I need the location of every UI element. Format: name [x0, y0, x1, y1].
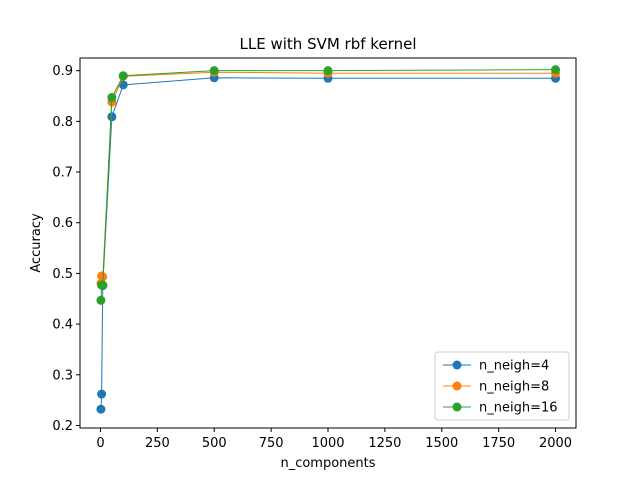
series-n_neigh=4	[96, 73, 561, 414]
series-n_neigh=16	[96, 65, 561, 305]
x-tick-label: 2000	[539, 436, 572, 451]
y-axis-label: Accuracy	[29, 213, 44, 273]
x-tick-label: 1500	[425, 436, 458, 451]
y-axis: 0.2 0.3 0.4 0.5 0.6 0.7 0.8 0.9	[52, 64, 80, 434]
y-tick-label: 0.9	[52, 64, 73, 79]
y-tick-label: 0.7	[52, 166, 73, 181]
series-layer	[96, 65, 561, 414]
data-point	[209, 66, 219, 76]
y-tick-label: 0.6	[52, 216, 73, 231]
x-tick-label: 1000	[311, 436, 344, 451]
y-tick-label: 0.2	[52, 419, 73, 434]
x-axis-label: n_components	[280, 456, 375, 471]
legend-marker	[452, 402, 462, 412]
y-tick-label: 0.5	[52, 267, 73, 282]
legend-marker	[452, 381, 462, 391]
legend-box	[434, 351, 570, 421]
legend-label: n_neigh=16	[479, 401, 558, 416]
chart-title: LLE with SVM rbf kernel	[240, 35, 417, 53]
legend: n_neigh=4 n_neigh=8 n_neigh=16	[434, 351, 570, 421]
x-tick-label: 250	[145, 436, 170, 451]
legend-item: n_neigh=16	[443, 401, 558, 416]
x-tick-label: 1750	[482, 436, 515, 451]
data-point	[107, 112, 117, 122]
legend-label: n_neigh=4	[479, 359, 549, 374]
x-tick-label: 750	[259, 436, 284, 451]
x-tick-label: 0	[96, 436, 104, 451]
y-tick-label: 0.3	[52, 368, 73, 383]
data-point	[96, 295, 106, 305]
legend-item: n_neigh=8	[443, 380, 549, 395]
data-point	[96, 404, 106, 414]
data-point	[98, 280, 108, 290]
x-tick-label: 500	[202, 436, 227, 451]
data-point	[323, 66, 333, 76]
data-point	[97, 389, 107, 399]
legend-item: n_neigh=4	[443, 359, 549, 374]
data-point	[118, 71, 128, 81]
x-tick-label: 1250	[368, 436, 401, 451]
legend-label: n_neigh=8	[479, 380, 549, 395]
data-point	[551, 65, 561, 75]
y-tick-label: 0.8	[52, 115, 73, 130]
data-point	[107, 93, 117, 103]
x-axis: 0 250 500 750 1000 1250 1500 1750 2000	[96, 428, 572, 451]
data-point	[118, 80, 128, 90]
legend-marker	[452, 360, 462, 370]
y-tick-label: 0.4	[52, 318, 73, 333]
series-line	[100, 77, 556, 410]
